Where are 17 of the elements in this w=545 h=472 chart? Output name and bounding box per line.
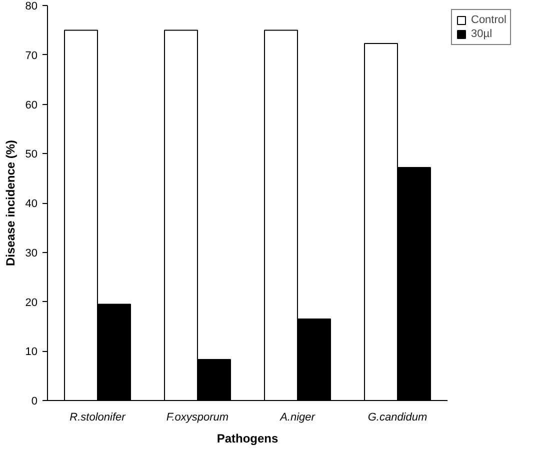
y-tick-label: 20 [25,296,38,309]
legend-label: Control [471,14,506,26]
x-tick-label: G.candidum [368,412,428,424]
y-tick-label: 0 [31,396,38,408]
y-tick-label: 80 [25,0,38,12]
y-tick-label: 50 [25,148,38,161]
x-tick-label: R.stolonifer [70,412,127,424]
y-tick-label: 10 [25,346,38,358]
y-tick-label: 70 [25,50,38,62]
y-tick-label: 30 [25,247,38,260]
y-axis-title: Disease incidence (%) [3,140,18,266]
y-tick-label: 60 [25,99,38,112]
x-axis-title: Pathogens [216,432,278,446]
y-tick-label: 40 [25,198,38,210]
x-tick-label: A.niger [279,412,316,424]
x-tick-label: F.oxysporum [166,412,229,424]
legend-label: 30µl [471,28,492,40]
